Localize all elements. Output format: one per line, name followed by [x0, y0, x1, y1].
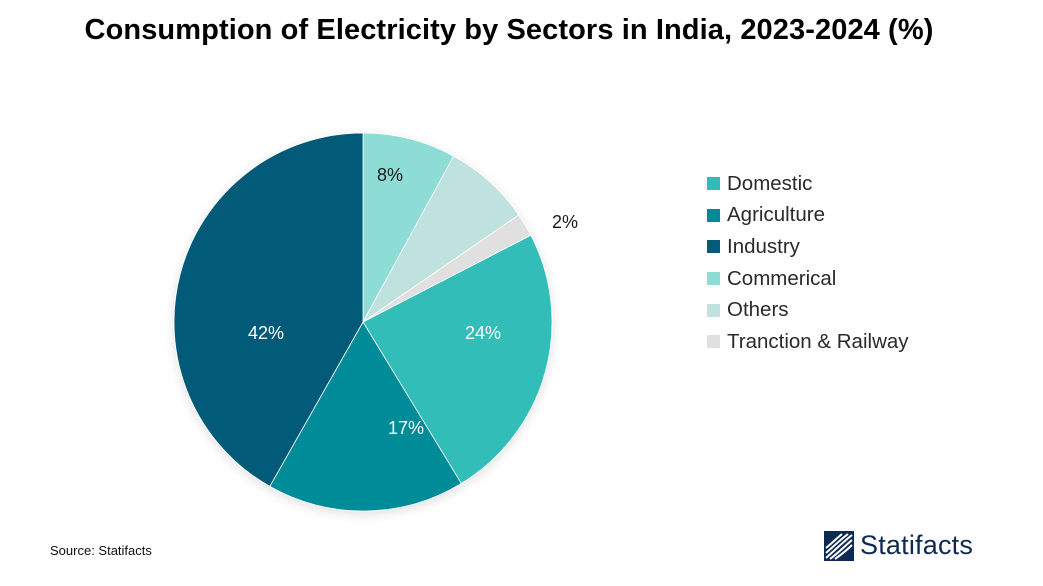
legend-item-others: Others: [707, 294, 909, 326]
legend-label: Tranction & Railway: [727, 329, 909, 353]
legend-item-agriculture: Agriculture: [707, 200, 909, 232]
pie-slices: [173, 132, 553, 512]
pie-label-industry: 42%: [248, 323, 284, 343]
pie-label-tranction-railway: 2%: [552, 212, 578, 232]
legend-item-commerical: Commerical: [707, 263, 909, 295]
legend-item-industry: Industry: [707, 231, 909, 263]
legend-item-domestic: Domestic: [707, 168, 909, 200]
legend-swatch: [707, 208, 720, 222]
legend-swatch: [707, 177, 720, 191]
pie-label-commerical: 8%: [377, 165, 403, 185]
legend-label: Commerical: [727, 266, 837, 290]
statifacts-logo-icon: [824, 530, 854, 561]
pie-slice-commerical: [362, 132, 455, 323]
legend-swatch: [707, 240, 720, 254]
statifacts-logo: Statifacts: [824, 530, 973, 561]
pie-label-agriculture: 17%: [388, 418, 424, 438]
legend-item-traction-railway: Tranction & Railway: [707, 326, 909, 358]
legend-label: Others: [727, 298, 789, 322]
legend-label: Domestic: [727, 171, 813, 195]
pie-slice-agriculture: [269, 321, 462, 512]
pie-slice-labels: 8% 2% 24% 17% 42%: [248, 165, 578, 438]
legend-swatch: [707, 303, 720, 317]
legend-label: Industry: [727, 234, 800, 258]
pie-slice-domestic: [362, 234, 553, 484]
legend-swatch: [707, 272, 720, 286]
pie-label-domestic: 24%: [465, 323, 501, 343]
source-note: Source: Statifacts: [50, 543, 152, 558]
legend: Domestic Agriculture Industry Commerical…: [707, 168, 909, 358]
legend-swatch: [707, 335, 720, 349]
pie-slice-industry: [173, 132, 364, 487]
legend-label: Agriculture: [727, 203, 825, 227]
statifacts-logo-text: Statifacts: [860, 530, 974, 560]
chart-title: Consumption of Electricity by Sectors in…: [84, 14, 934, 46]
